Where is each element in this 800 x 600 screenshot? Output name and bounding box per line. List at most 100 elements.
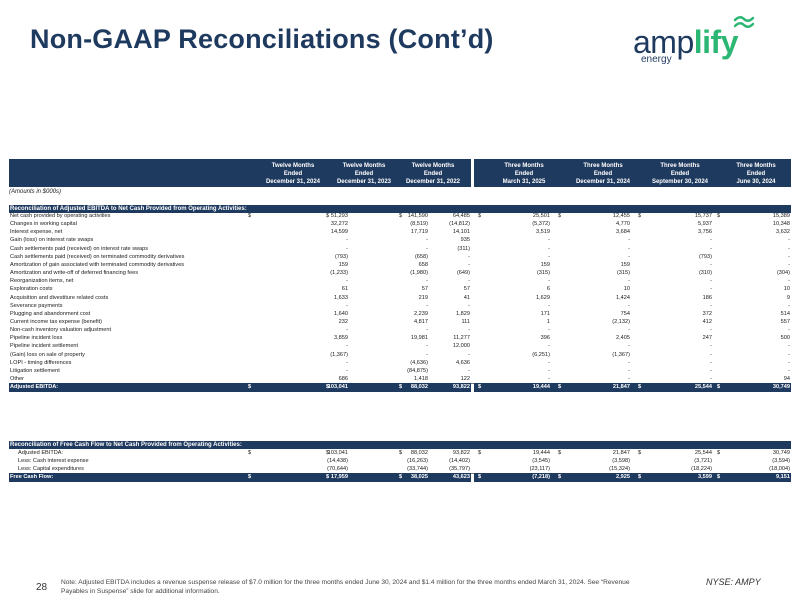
cell-value: 12,455 <box>612 213 630 219</box>
column-header-line: Ended <box>423 171 443 178</box>
cell-value: 6 <box>546 286 550 293</box>
cell-value: (2,132) <box>612 318 630 325</box>
cell-value: 21,847 <box>612 384 630 391</box>
row-label: Amortization of gain associated with ter… <box>10 261 185 268</box>
cell-value: (1,233) <box>330 270 348 277</box>
cell-value: 10 <box>623 286 630 293</box>
cell-value: - <box>710 286 712 293</box>
column-header-line: Ended <box>593 171 613 178</box>
cell-value: (84,875) <box>407 367 428 374</box>
cell-value: - <box>788 367 790 374</box>
cell-value: 14,101 <box>452 229 470 236</box>
cell-value: (14,812) <box>449 221 470 228</box>
column-header: Three Months Ended December 31, 2024 <box>567 162 639 187</box>
currency-symbol: $ <box>399 450 403 456</box>
amounts-note: (Amounts in $000s) <box>9 189 62 195</box>
currency-symbol: $ <box>399 474 403 481</box>
table-row: Less: Capital expenditures (70,644) (33,74… <box>0 465 800 473</box>
currency-symbol: $ <box>478 450 482 456</box>
cell-value: - <box>788 351 790 358</box>
cell-value: (14,402) <box>449 458 470 465</box>
cell-value: - <box>628 278 630 285</box>
cell-value: - <box>788 237 790 244</box>
cell-value: 754 <box>620 310 630 317</box>
total-band-left <box>9 383 471 392</box>
cell-value: 4,770 <box>616 221 630 228</box>
row-label: Exploration costs <box>10 286 53 293</box>
cell-value: (1,980) <box>410 270 428 277</box>
cell-value: - <box>788 245 790 252</box>
column-header-line: December 31, 2024 <box>265 179 321 186</box>
cell-value: 1,633 <box>334 294 348 301</box>
row-label: Gain (loss) on interest rate swaps <box>10 237 94 244</box>
total-row-ebitda: Adjusted EBITDA: $103,041 $88,032 $93,822 $1… <box>0 383 800 391</box>
cell-value: 38,025 <box>410 474 428 481</box>
table-row: Pipeline incident loss 3,859 19,981 11,277 3… <box>0 334 800 342</box>
column-header: Twelve Months Ended December 31, 2023 <box>328 162 400 187</box>
cell-value: (1,367) <box>330 351 348 358</box>
column-header-line: Three Months <box>660 163 700 169</box>
column-header: Twelve Months Ended December 31, 2024 <box>257 162 329 187</box>
cell-value: (658) <box>414 253 428 260</box>
page-number: 28 <box>36 582 48 593</box>
row-label: Pipeline incident loss <box>10 335 63 342</box>
table-row: Changes in working capital 32,272 (8,519) (… <box>0 220 800 228</box>
column-header: Three Months Ended September 30, 2024 <box>644 162 716 187</box>
row-label: Litigation settlement <box>10 367 60 374</box>
row-label: Cash settlements paid (received) on inte… <box>10 245 149 252</box>
cell-value: - <box>468 351 470 358</box>
column-header-band-right <box>474 159 791 187</box>
cell-value: 5,937 <box>698 221 712 228</box>
row-label: Less: Capital expenditures <box>18 466 84 473</box>
cell-value: 103,041 <box>327 450 348 456</box>
cell-value: - <box>426 343 428 350</box>
column-header: Twelve Months Ended December 31, 2022 <box>397 162 469 187</box>
cell-value: 1,629 <box>536 294 550 301</box>
cell-value: 15,389 <box>772 213 790 219</box>
currency-symbol: $ <box>558 474 562 481</box>
cell-value: - <box>426 278 428 285</box>
row-label: Changes in working capital <box>10 221 77 228</box>
cell-value: 41 <box>463 294 470 301</box>
logo-wordmark: amplify <box>633 24 738 60</box>
cell-value: 88,032 <box>410 450 428 456</box>
cell-value: - <box>426 245 428 252</box>
cell-value: - <box>548 245 550 252</box>
table-row: Acquisition and divestiture related cost… <box>0 294 800 302</box>
cell-value: 111 <box>461 318 470 325</box>
cell-value: (4,636) <box>410 359 428 366</box>
cell-value: 43,623 <box>452 474 470 481</box>
cell-value: - <box>788 327 790 334</box>
column-header-line: Twelve Months <box>411 163 455 169</box>
cell-value: 21,847 <box>612 450 630 456</box>
cell-value: 232 <box>338 318 348 325</box>
cell-value: (16,263) <box>407 458 428 465</box>
cell-value: 19,981 <box>410 335 428 342</box>
cell-value: (35,797) <box>449 466 470 473</box>
table-row: Less: Cash interest expense (14,438) (16,2… <box>0 457 800 465</box>
cell-value: - <box>346 245 348 252</box>
currency-symbol: $ <box>326 474 330 481</box>
table-row: Reorganization items, net - - - - - - - <box>0 277 800 285</box>
cell-value: - <box>628 245 630 252</box>
cell-value: 557 <box>780 318 790 325</box>
cell-value: (3,721) <box>694 458 712 465</box>
cell-value: (315) <box>616 270 630 277</box>
table-row: (Gain) loss on sale of property (1,367) - -… <box>0 351 800 359</box>
cell-value: 11,277 <box>453 335 470 342</box>
cell-value: (3,598) <box>612 458 630 465</box>
row-label: Non-cash inventory valuation adjustment <box>10 327 112 334</box>
cell-value: 171 <box>540 310 550 317</box>
currency-symbol: $ <box>717 450 721 456</box>
cell-value: 1,418 <box>414 376 428 382</box>
cell-value: 247 <box>702 335 712 342</box>
currency-symbol: $ <box>638 384 642 391</box>
cell-value: 159 <box>338 261 348 268</box>
cell-value: - <box>788 261 790 268</box>
cell-value: - <box>628 237 630 244</box>
currency-symbol: $ <box>248 474 252 481</box>
column-header-line: March 31, 2025 <box>502 179 546 186</box>
cell-value: - <box>468 327 470 334</box>
currency-symbol: $ <box>478 474 482 481</box>
table-row: Net cash provided by operating activitie… <box>0 212 800 220</box>
